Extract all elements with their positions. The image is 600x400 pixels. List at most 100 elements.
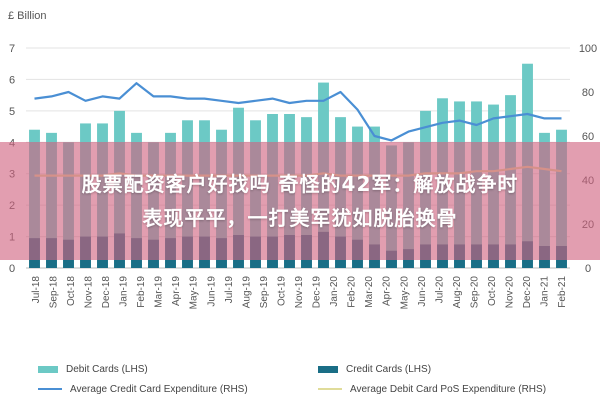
x-axis-tick-label: Oct-19 xyxy=(276,276,287,306)
bar-debit-cards xyxy=(505,95,516,269)
chart-legend: Debit Cards (LHS) Credit Cards (LHS) Ave… xyxy=(0,356,600,400)
bar-credit-cards xyxy=(335,236,346,268)
bar-credit-cards xyxy=(488,244,499,268)
bar-credit-cards xyxy=(233,235,244,268)
bar-credit-cards xyxy=(29,238,40,268)
bar-credit-cards xyxy=(216,238,227,268)
bar-credit-cards xyxy=(556,246,567,268)
x-axis-tick-label: Oct-18 xyxy=(66,276,77,306)
legend-item-avg-debit-pos-expenditure: Average Debit Card PoS Expenditure (RHS) xyxy=(318,382,546,396)
bar-credit-cards xyxy=(352,239,363,268)
line-avg-debit-pos-expenditure xyxy=(34,165,562,177)
left-axis-tick-label: 7 xyxy=(9,43,15,55)
bar-credit-cards xyxy=(403,249,414,268)
right-axis-tick-label: 80 xyxy=(582,87,594,99)
bar-credit-cards xyxy=(301,235,312,268)
x-axis-tick-label: Jan-21 xyxy=(540,276,551,307)
x-axis-tick-label: Nov-18 xyxy=(83,276,94,309)
bar-credit-cards xyxy=(437,244,448,268)
x-axis-tick-label: Jun-19 xyxy=(206,276,217,307)
x-axis-tick-label: Jan-19 xyxy=(119,276,130,307)
bar-credit-cards xyxy=(420,244,431,268)
bar-credit-cards xyxy=(131,238,142,268)
bar-credit-cards xyxy=(454,244,465,268)
bar-credit-cards xyxy=(63,239,74,268)
left-axis-tick-label: 2 xyxy=(9,200,15,212)
bar-credit-cards xyxy=(114,233,125,268)
legend-swatch-avg-credit-expenditure xyxy=(38,388,62,390)
x-axis-tick-label: Feb-21 xyxy=(557,276,568,308)
x-axis-tick-label: Dec-19 xyxy=(312,276,323,309)
right-axis-tick-label: 100 xyxy=(579,43,597,55)
legend-label-avg-debit-pos-expenditure: Average Debit Card PoS Expenditure (RHS) xyxy=(350,383,547,395)
left-axis-tick-label: 5 xyxy=(9,106,15,118)
bar-credit-cards xyxy=(386,250,397,268)
x-axis-tick-label: Feb-19 xyxy=(136,276,147,308)
x-axis-tick-label: Feb-20 xyxy=(347,276,358,308)
x-axis-tick-label: Aug-20 xyxy=(452,276,463,309)
x-axis-tick-label: Mar-20 xyxy=(364,276,375,308)
x-axis-tick-label: Sep-19 xyxy=(259,276,270,309)
legend-label-credit-cards: Credit Cards (LHS) xyxy=(346,363,432,375)
bar-credit-cards xyxy=(199,236,210,268)
legend-item-avg-credit-expenditure: Average Credit Card Expenditure (RHS) xyxy=(38,382,248,396)
bar-credit-cards xyxy=(284,235,295,268)
right-axis-tick-label: 40 xyxy=(582,175,594,187)
bar-debit-cards xyxy=(454,101,465,268)
bar-credit-cards xyxy=(165,238,176,268)
left-axis-tick-label: 3 xyxy=(9,169,15,181)
x-axis-tick-label: Jul-19 xyxy=(224,276,235,304)
bar-credit-cards xyxy=(148,239,159,268)
bar-debit-cards xyxy=(386,145,397,268)
x-axis-tick-label: Jun-20 xyxy=(417,276,428,307)
bar-debit-cards xyxy=(471,101,482,268)
bar-debit-cards xyxy=(488,104,499,268)
x-axis-tick-label: Apr-20 xyxy=(382,276,393,306)
x-axis-tick-label: Sep-20 xyxy=(469,276,480,309)
bar-credit-cards xyxy=(539,246,550,268)
legend-swatch-avg-debit-pos-expenditure xyxy=(318,388,342,390)
x-axis-tick-label: Apr-19 xyxy=(171,276,182,306)
right-axis-tick-label: 20 xyxy=(582,219,594,231)
x-axis-tick-label: May-20 xyxy=(399,276,410,310)
legend-label-avg-credit-expenditure: Average Credit Card Expenditure (RHS) xyxy=(70,383,248,395)
legend-swatch-debit-cards xyxy=(38,365,58,373)
bar-credit-cards xyxy=(46,238,57,268)
x-axis-tick-label: Aug-19 xyxy=(241,276,252,309)
left-axis-tick-label: 1 xyxy=(9,232,15,244)
x-axis-tick-label: Nov-20 xyxy=(505,276,516,309)
bar-credit-cards xyxy=(80,236,91,268)
x-axis-tick-label: Dec-18 xyxy=(101,276,112,309)
legend-item-credit-cards: Credit Cards (LHS) xyxy=(318,362,431,376)
x-axis-tick-label: May-19 xyxy=(189,276,200,310)
left-axis-tick-label: 6 xyxy=(9,74,15,86)
right-axis-tick-label: 60 xyxy=(582,131,594,143)
bar-debit-cards xyxy=(420,110,431,268)
x-axis-tick-label: Jan-20 xyxy=(329,276,340,307)
bar-credit-cards xyxy=(522,241,533,268)
x-axis-tick-label: Dec-20 xyxy=(522,276,533,309)
legend-swatch-credit-cards xyxy=(318,365,338,373)
x-axis-tick-label: Nov-19 xyxy=(294,276,305,309)
x-axis-tick-label: Oct-20 xyxy=(487,276,498,306)
left-axis-tick-label: 0 xyxy=(9,263,15,275)
bar-credit-cards xyxy=(267,236,278,268)
x-axis-tick-label: Jul-18 xyxy=(31,276,42,304)
left-axis-tick-label: 4 xyxy=(9,137,15,149)
x-axis-tick-label: Sep-18 xyxy=(48,276,59,309)
bar-credit-cards xyxy=(505,244,516,268)
x-axis-tick-label: Jul-20 xyxy=(434,276,445,304)
bar-credit-cards xyxy=(318,231,329,268)
legend-item-debit-cards: Debit Cards (LHS) xyxy=(38,362,148,376)
x-axis-tick-label: Mar-19 xyxy=(154,276,165,308)
bar-credit-cards xyxy=(97,236,108,268)
bar-credit-cards xyxy=(250,236,261,268)
bar-credit-cards xyxy=(182,236,193,268)
line-avg-credit-expenditure xyxy=(34,82,562,142)
legend-label-debit-cards: Debit Cards (LHS) xyxy=(66,363,148,375)
left-axis-unit-label: £ Billion xyxy=(8,10,47,22)
bar-credit-cards xyxy=(369,244,380,268)
right-axis-tick-label: 0 xyxy=(585,263,591,275)
